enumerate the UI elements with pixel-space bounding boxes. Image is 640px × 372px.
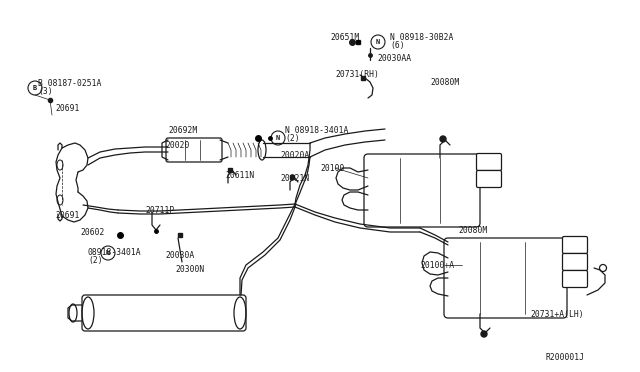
- Text: 20691: 20691: [55, 211, 79, 219]
- FancyBboxPatch shape: [477, 170, 502, 187]
- Circle shape: [440, 136, 446, 142]
- FancyBboxPatch shape: [563, 237, 588, 253]
- Text: 20731(RH): 20731(RH): [335, 70, 379, 78]
- Text: 20080M: 20080M: [458, 225, 487, 234]
- FancyBboxPatch shape: [364, 154, 480, 227]
- Text: 20651M: 20651M: [330, 32, 359, 42]
- Text: 20711P: 20711P: [145, 205, 174, 215]
- Text: B 08187-0251A: B 08187-0251A: [38, 78, 101, 87]
- Text: N: N: [376, 39, 380, 45]
- Text: 20611N: 20611N: [225, 170, 254, 180]
- Text: 20691: 20691: [55, 103, 79, 112]
- Text: (6): (6): [390, 41, 404, 49]
- Text: N 08918-30B2A: N 08918-30B2A: [390, 32, 453, 42]
- Text: 20300N: 20300N: [175, 266, 204, 275]
- FancyBboxPatch shape: [82, 295, 246, 331]
- FancyBboxPatch shape: [563, 253, 588, 270]
- Text: (2): (2): [88, 256, 102, 264]
- Text: 08918-3401A: 08918-3401A: [88, 247, 141, 257]
- Text: (3): (3): [38, 87, 52, 96]
- Text: B: B: [33, 85, 37, 91]
- Text: (2): (2): [285, 134, 300, 142]
- Text: 20731+A(LH): 20731+A(LH): [530, 311, 584, 320]
- FancyBboxPatch shape: [444, 238, 567, 318]
- Text: R200001J: R200001J: [545, 353, 584, 362]
- Text: 20100: 20100: [320, 164, 344, 173]
- Text: 20020A: 20020A: [280, 151, 309, 160]
- Text: 20602: 20602: [80, 228, 104, 237]
- FancyBboxPatch shape: [166, 138, 222, 162]
- Text: 20621N: 20621N: [280, 173, 309, 183]
- Text: 20030A: 20030A: [165, 250, 195, 260]
- FancyBboxPatch shape: [563, 270, 588, 288]
- Text: 20030AA: 20030AA: [377, 54, 411, 62]
- Text: 20080M: 20080M: [430, 77, 460, 87]
- Text: N 08918-3401A: N 08918-3401A: [285, 125, 348, 135]
- Text: 20692M: 20692M: [168, 125, 197, 135]
- Circle shape: [481, 331, 487, 337]
- Text: N: N: [106, 250, 110, 256]
- Text: N: N: [276, 135, 280, 141]
- Text: 20020: 20020: [165, 141, 189, 150]
- FancyBboxPatch shape: [477, 154, 502, 170]
- Text: 20100+A: 20100+A: [420, 260, 454, 269]
